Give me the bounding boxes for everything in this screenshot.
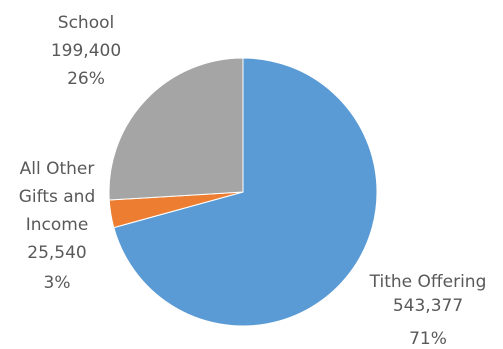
label-tithe-offering-name: Tithe Offering [369, 272, 487, 292]
data-label-all-other: All Other Gifts and Income 25,540 3% [19, 159, 96, 293]
label-school-value: 199,400 [51, 41, 121, 61]
label-all-other-percent: 3% [44, 273, 71, 293]
label-all-other-line-3: Income [26, 215, 89, 235]
pie-slices [108, 57, 378, 327]
data-label-tithe-offering: Tithe Offering 543,377 71% [369, 272, 487, 349]
label-school-name: School [58, 13, 114, 33]
data-label-school: School 199,400 26% [51, 13, 121, 89]
label-all-other-line-2: Gifts and [19, 187, 96, 207]
label-tithe-offering-percent: 71% [409, 329, 447, 349]
label-all-other-value: 25,540 [27, 243, 86, 263]
label-all-other-line-1: All Other [20, 159, 95, 179]
label-school-percent: 26% [67, 69, 105, 89]
pie-slice-tithe-offering [113, 57, 378, 327]
label-tithe-offering-value: 543,377 [393, 296, 463, 316]
pie-slice-school [108, 57, 244, 201]
